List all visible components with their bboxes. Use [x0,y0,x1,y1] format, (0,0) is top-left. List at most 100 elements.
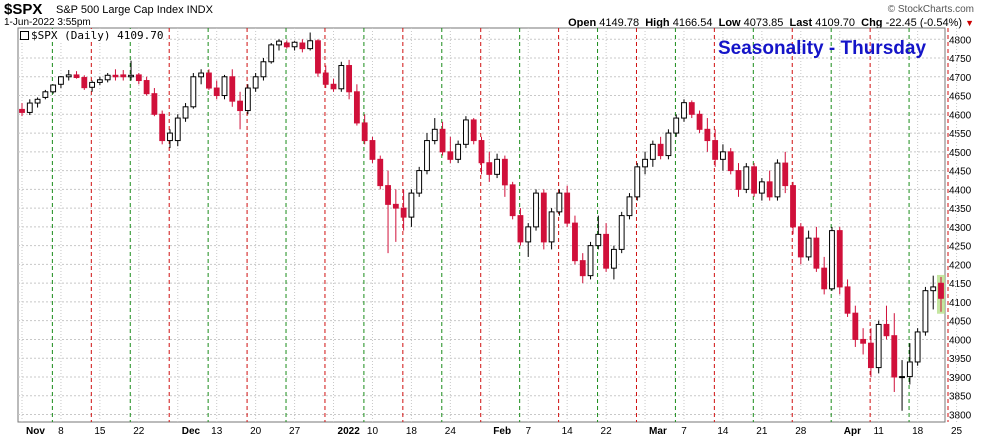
x-tick-label: 14 [717,426,729,437]
x-tick-label: 15 [94,426,106,437]
candle-body [470,119,477,142]
candle-body [533,192,539,228]
chart-legend: $SPX (Daily) 4109.70 [20,29,164,42]
candle-body [416,170,423,194]
y-tick-label: 4300 [949,223,972,234]
plot-area [17,27,946,423]
candle-body [338,65,345,90]
x-tick-label: 28 [795,426,807,437]
candle-body [797,226,804,258]
candle-body [720,151,726,160]
y-tick-label: 4050 [949,317,972,328]
y-tick-label: 4350 [949,204,972,215]
x-tick-label: 21 [756,426,768,437]
y-tick-label: 3950 [949,354,972,365]
x-tick-label: Apr [844,426,861,437]
x-tick-label: 2022 [338,426,361,437]
x-tick-label: 14 [562,426,574,437]
candle-body [237,100,243,112]
y-tick-label: 4150 [949,279,972,290]
candle-body [81,77,88,89]
x-tick-label: Feb [493,426,511,437]
candle-body [369,140,376,160]
high-value: 4166.54 [672,17,713,29]
candle-body [914,331,921,363]
candle-body [392,203,399,209]
candle-body [860,338,867,344]
candle-body [875,323,882,369]
candle-body [758,181,765,194]
security-name: S&P 500 Large Cap Index INDX [56,4,213,16]
candle-body [424,140,430,172]
candle-body [813,237,820,269]
candle-body [735,170,742,190]
candle-body [353,91,360,124]
candle-body [307,40,314,50]
candle-body [135,74,142,82]
x-tick-label: 7 [525,426,531,437]
candle-body [829,230,835,290]
low-label: Low [718,17,741,29]
candle-body [572,222,578,262]
y-tick-label: 3850 [949,392,972,403]
candle-body [883,323,890,337]
x-tick-label: 24 [445,426,457,437]
y-tick-label: 4000 [949,335,972,346]
candle-body [408,192,415,218]
candle-body [26,102,33,113]
x-tick-label: 10 [367,426,379,437]
quote-summary: Open 4149.78 High 4166.54 Low 4073.85 La… [568,17,974,29]
high-label: High [645,17,670,29]
low-value: 4073.85 [743,17,784,29]
y-tick-label: 3900 [949,373,972,384]
candle-body [283,42,290,48]
candle-body [564,192,571,224]
candle-body [704,128,711,142]
candle-body [673,117,680,134]
candle-body [727,151,734,172]
candle-body [455,143,462,160]
candle-body [206,72,212,89]
y-tick-label: 3800 [949,410,972,421]
y-tick-label: 4100 [949,298,972,309]
candle-body [579,260,586,277]
candle-body [252,76,259,89]
candle-body [681,102,687,119]
y-tick-label: 4450 [949,167,972,178]
candle-body [58,76,64,85]
candle-body [400,207,407,218]
quote-date: 1-Jun-2022 3:55pm [4,17,91,28]
candle-body [743,166,750,190]
candle-body [128,74,134,78]
x-tick-label: 27 [289,426,301,437]
candle-body [190,76,197,108]
candle-legend-icon [20,31,29,40]
candle-body [315,40,321,74]
candle-body [229,76,236,102]
candle-body [73,74,80,79]
candle-body [556,192,563,213]
candle-body [361,122,368,142]
candle-body [42,91,49,98]
x-tick-label: 13 [211,426,223,437]
x-tick-label: 22 [601,426,613,437]
candle-body [34,98,41,104]
candle-body [143,80,150,95]
candle-body [385,185,391,205]
candle-body [603,233,610,269]
candle-body [899,376,905,379]
candle-body [712,140,719,160]
open-value: 4149.78 [599,17,640,29]
legend-text: $SPX (Daily) 4109.70 [31,29,164,42]
last-value: 4109.70 [815,17,855,29]
chart-title: Seasonality - Thursday [718,38,927,59]
candle-body [774,162,781,198]
candle-body [19,108,25,113]
candle-body [447,151,454,160]
candle-body [463,119,469,145]
y-tick-label: 4400 [949,185,972,196]
x-tick-label: Nov [26,426,45,437]
candle-body [276,40,282,46]
x-tick-label: 18 [406,426,418,437]
